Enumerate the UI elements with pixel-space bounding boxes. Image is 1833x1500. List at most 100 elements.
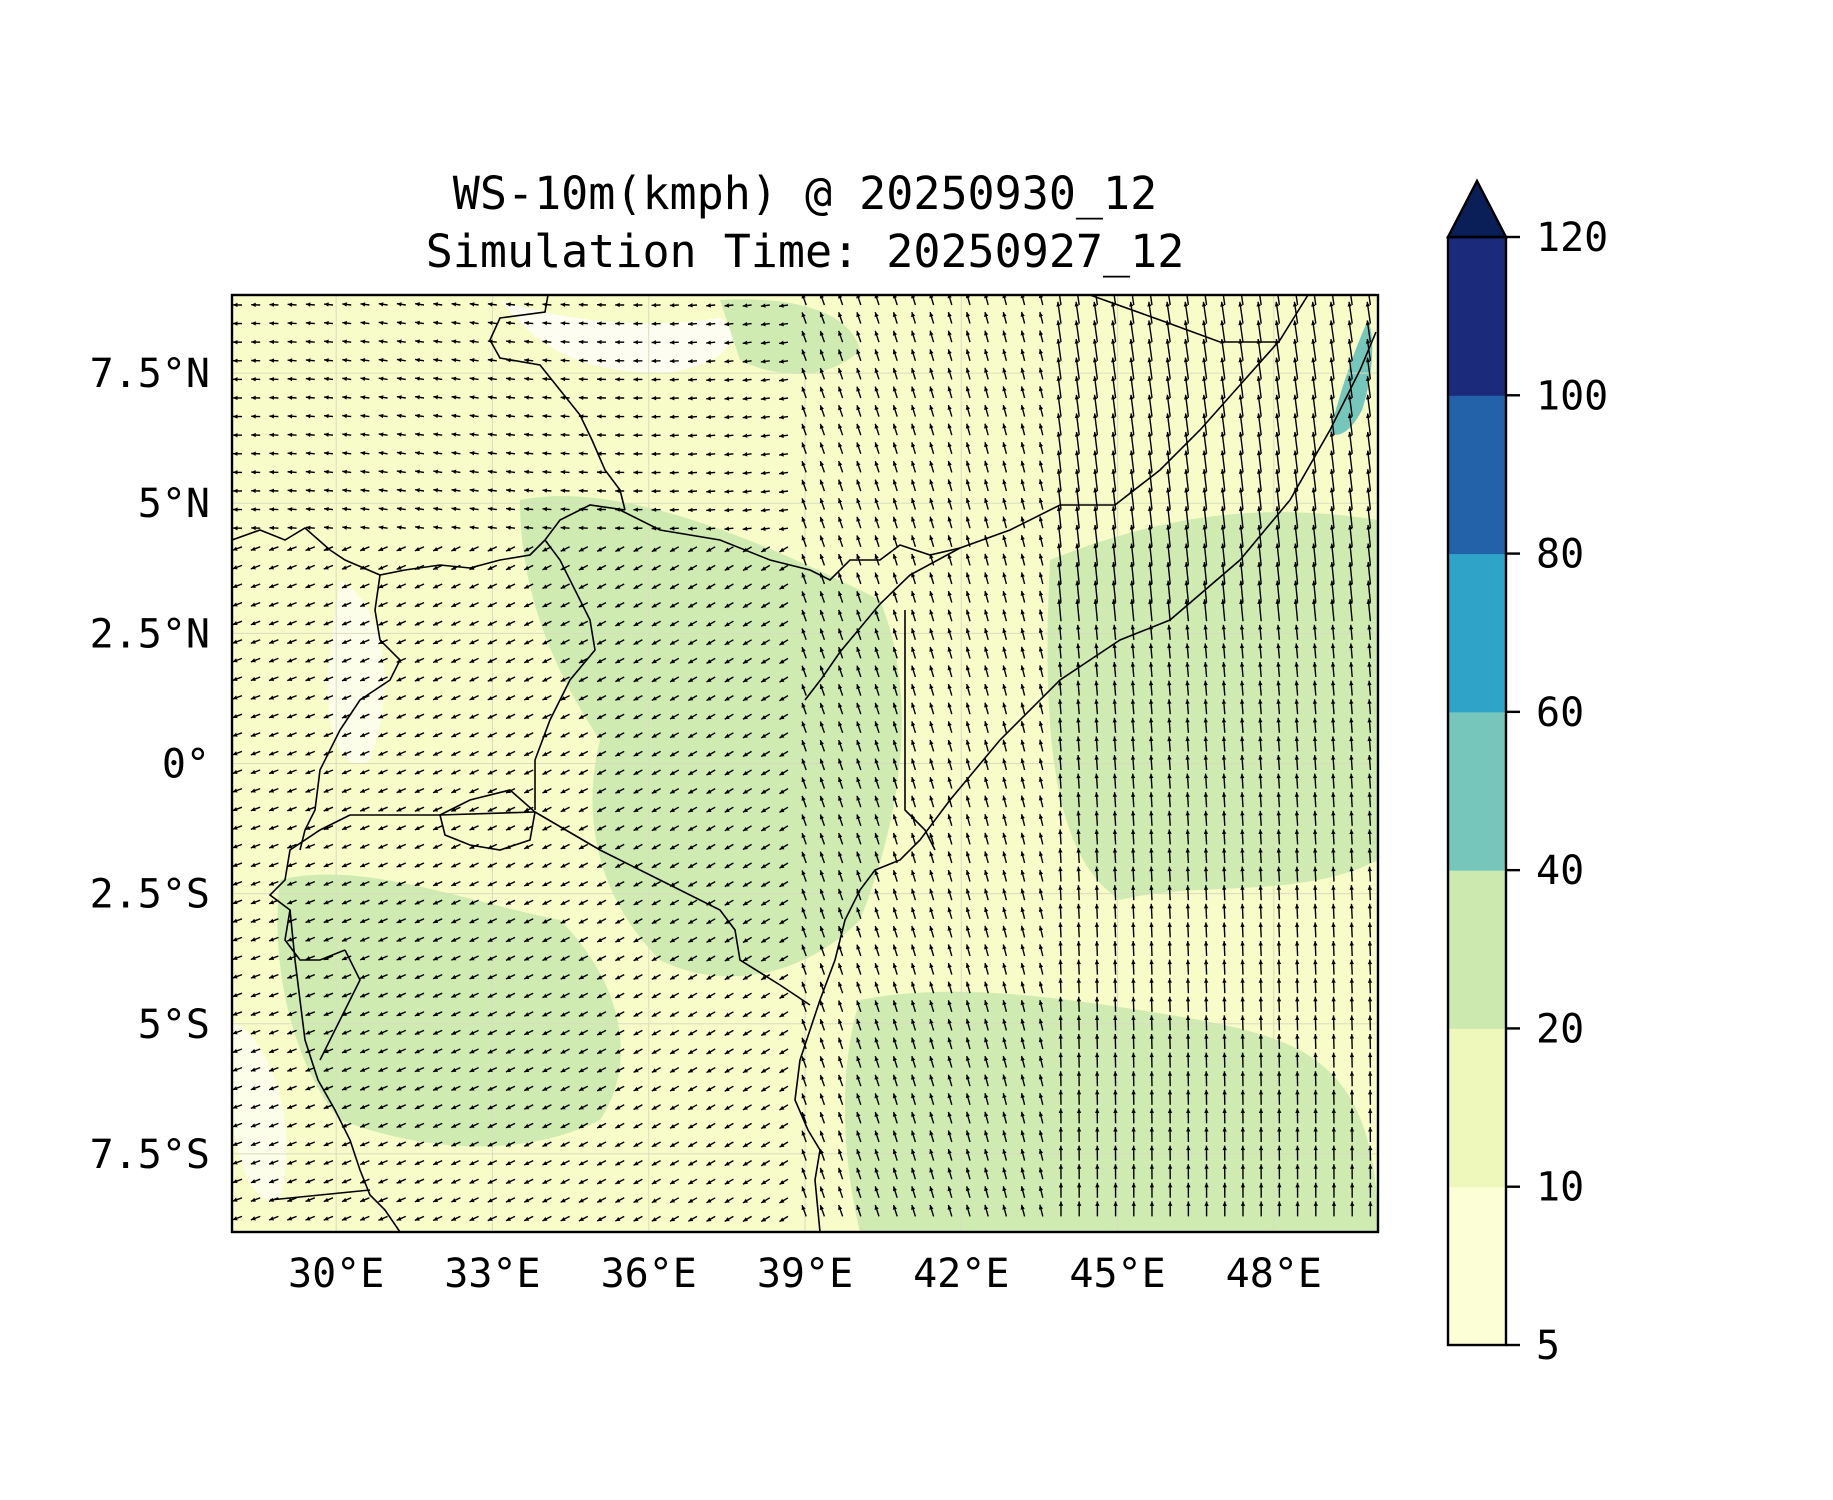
wind-arrow [469, 639, 479, 645]
wind-arrow [1293, 413, 1299, 436]
wind-arrow [687, 303, 698, 308]
wind-arrow [1293, 338, 1299, 361]
wind-arrow [947, 702, 953, 715]
wind-arrow [1348, 506, 1353, 529]
wind-arrow [360, 432, 370, 437]
wind-arrow [505, 376, 516, 382]
wind-arrow [251, 488, 261, 494]
wind-arrow [651, 414, 661, 419]
wind-arrow [819, 498, 826, 510]
wind-arrow [1239, 699, 1245, 715]
wind-arrow [779, 583, 789, 590]
wind-arrow [1130, 699, 1136, 715]
lon-tick-label: 48°E [1226, 1251, 1322, 1297]
wind-arrow [251, 432, 261, 438]
wind-arrow [1238, 543, 1244, 566]
wind-arrow [929, 460, 935, 473]
wind-arrow [615, 451, 625, 456]
wind-arrow [801, 516, 807, 529]
wind-arrow [724, 340, 734, 345]
wind-arrow [1002, 367, 1008, 380]
wind-arrow [1220, 580, 1226, 603]
wind-arrow [856, 665, 862, 678]
wind-arrow [1165, 431, 1171, 454]
wind-arrow [1147, 543, 1153, 566]
wind-arrow [1330, 661, 1336, 678]
wind-arrow [911, 423, 917, 436]
wind-arrow [1112, 624, 1117, 640]
wind-arrow [801, 479, 807, 492]
wind-arrow [929, 423, 935, 436]
wind-arrow [1239, 624, 1245, 640]
wind-arrow [433, 302, 443, 307]
wind-arrow [874, 590, 880, 603]
wind-arrow [469, 395, 479, 400]
wind-arrow [505, 564, 516, 571]
wind-arrow [505, 676, 516, 682]
wind-arrow [1056, 543, 1062, 566]
wind-arrow [1184, 562, 1190, 585]
wind-arrow [287, 564, 297, 570]
wind-arrow [396, 620, 407, 626]
wind-arrow [1366, 413, 1372, 436]
wind-arrow [1185, 680, 1190, 696]
wind-arrow [1148, 699, 1154, 715]
wind-arrow [524, 451, 534, 456]
wind-arrow [578, 583, 589, 590]
wind-arrow [451, 320, 461, 326]
wind-arrow [1167, 295, 1171, 306]
wind-arrow [687, 620, 698, 627]
wind-arrow [874, 702, 880, 715]
wind-arrow [1312, 680, 1318, 696]
wind-arrow [1203, 661, 1208, 678]
wind-arrow [524, 432, 534, 437]
wind-arrow [669, 546, 680, 553]
wind-arrow [360, 506, 370, 512]
wind-arrow [1165, 450, 1171, 473]
wind-arrow [1002, 516, 1008, 529]
lat-tick-label: 2.5°N [90, 611, 210, 657]
wind-arrow [1329, 320, 1335, 343]
wind-arrow [269, 321, 279, 326]
wind-arrow [1367, 699, 1372, 715]
wind-arrow [1311, 562, 1317, 585]
lon-tick-label: 36°E [601, 1251, 697, 1297]
wind-arrow [396, 694, 407, 701]
wind-arrow [984, 665, 989, 678]
wind-arrow [633, 488, 643, 494]
wind-arrow [819, 572, 826, 585]
wind-arrow [232, 564, 243, 570]
lat-tick-label: 5°N [138, 481, 210, 527]
wind-arrow [1347, 320, 1353, 343]
wind-arrow [1111, 580, 1117, 603]
wind-arrow [432, 694, 443, 701]
wind-arrow [524, 469, 534, 475]
wind-arrow [947, 628, 953, 640]
wind-arrow [819, 646, 826, 659]
wind-arrow [287, 676, 297, 682]
wind-arrow [560, 507, 570, 512]
wind-arrow [819, 442, 826, 455]
wind-arrow [542, 321, 552, 326]
wind-arrow [268, 639, 279, 645]
wind-arrow [451, 413, 461, 419]
wind-arrow [1056, 413, 1062, 436]
wind-arrow [469, 546, 479, 552]
wind-arrow [706, 657, 716, 664]
wind-arrow [287, 639, 297, 645]
wind-arrow [669, 451, 679, 457]
wind-arrow [1184, 487, 1190, 510]
higher-wind-band-east [1047, 512, 1378, 900]
wind-arrow [651, 713, 661, 720]
wind-arrow [801, 665, 807, 678]
wind-arrow [232, 713, 243, 719]
wind-arrow [984, 330, 989, 343]
wind-arrow [1111, 469, 1117, 492]
wind-arrow [1347, 338, 1353, 361]
wind-arrow [1038, 516, 1044, 529]
wind-arrow [687, 601, 698, 609]
wind-arrow [342, 376, 352, 382]
wind-arrow [615, 507, 625, 512]
wind-arrow [1184, 580, 1190, 603]
